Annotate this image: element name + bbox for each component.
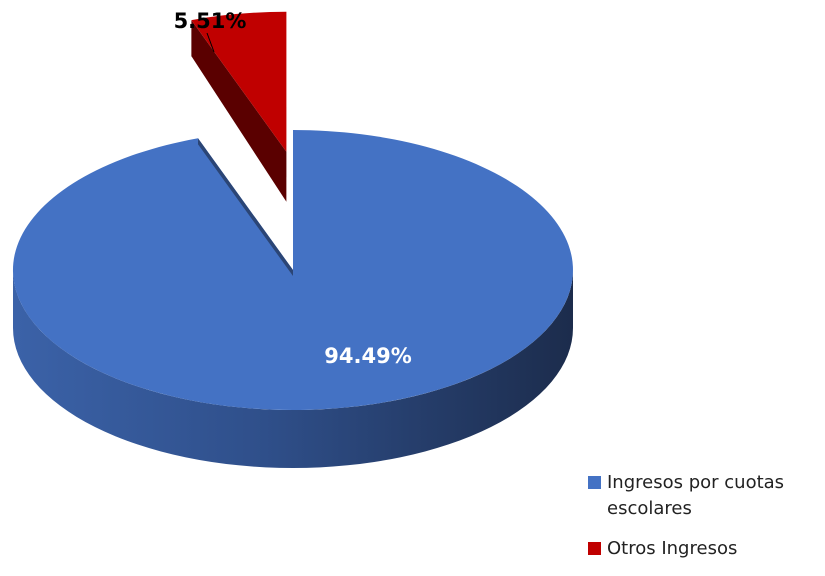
legend-label-ingresos: Ingresos por cuotas escolares — [607, 472, 785, 519]
data-label-otros: 5.51% — [174, 9, 247, 33]
legend: Ingresos por cuotas escolares Otros Ingr… — [588, 470, 823, 576]
slice-cut-otros — [191, 20, 287, 202]
slice-cut-ingresos — [197, 138, 293, 276]
legend-item-otros: Otros Ingresos — [588, 536, 823, 562]
legend-item-ingresos: Ingresos por cuotas escolares — [588, 470, 823, 522]
legend-swatch-ingresos — [588, 476, 601, 489]
legend-label-otros: Otros Ingresos — [607, 538, 738, 559]
slice-otros-ingresos — [191, 11, 287, 152]
leader-line — [206, 32, 215, 53]
slice-side-ingresos — [13, 270, 573, 468]
legend-swatch-otros — [588, 542, 601, 555]
data-label-ingresos: 94.49% — [324, 344, 411, 368]
